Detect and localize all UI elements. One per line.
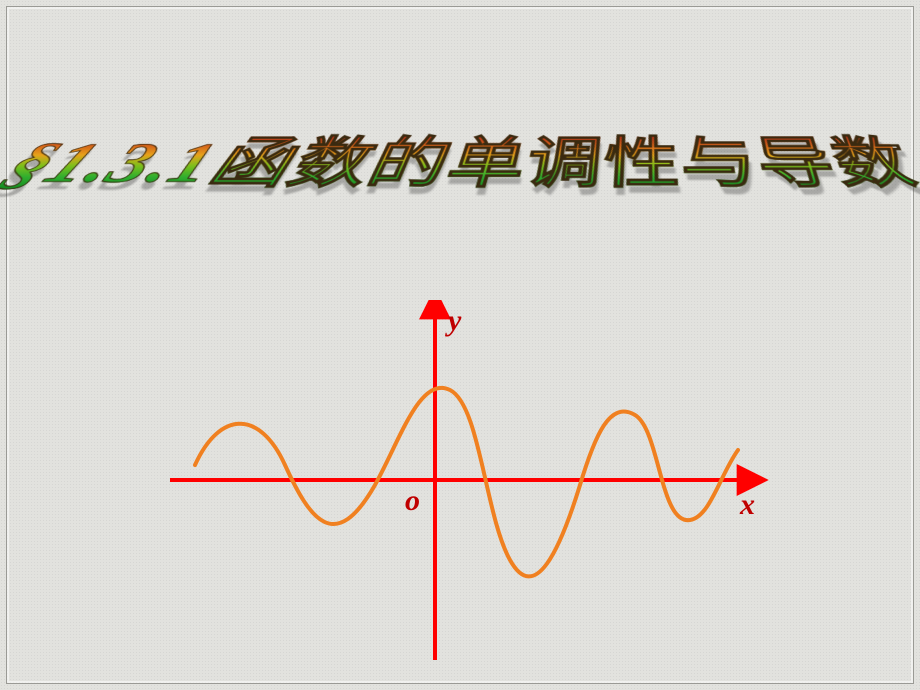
y-axis-label: y	[448, 304, 461, 338]
x-axis-label: x	[740, 488, 755, 522]
axes-diagram: y x o	[150, 300, 770, 670]
slide-title-wrap: §1.3.1函数的单调性与导数 §1.3.1函数的单调性与导数	[0, 120, 920, 200]
title-main: §1.3.1函数的单调性与导数	[0, 136, 920, 192]
slide-title-3d: §1.3.1函数的单调性与导数 §1.3.1函数的单调性与导数	[0, 143, 920, 200]
origin-label: o	[405, 484, 420, 518]
axes-svg	[150, 300, 770, 670]
oscillation-curve	[195, 388, 738, 577]
